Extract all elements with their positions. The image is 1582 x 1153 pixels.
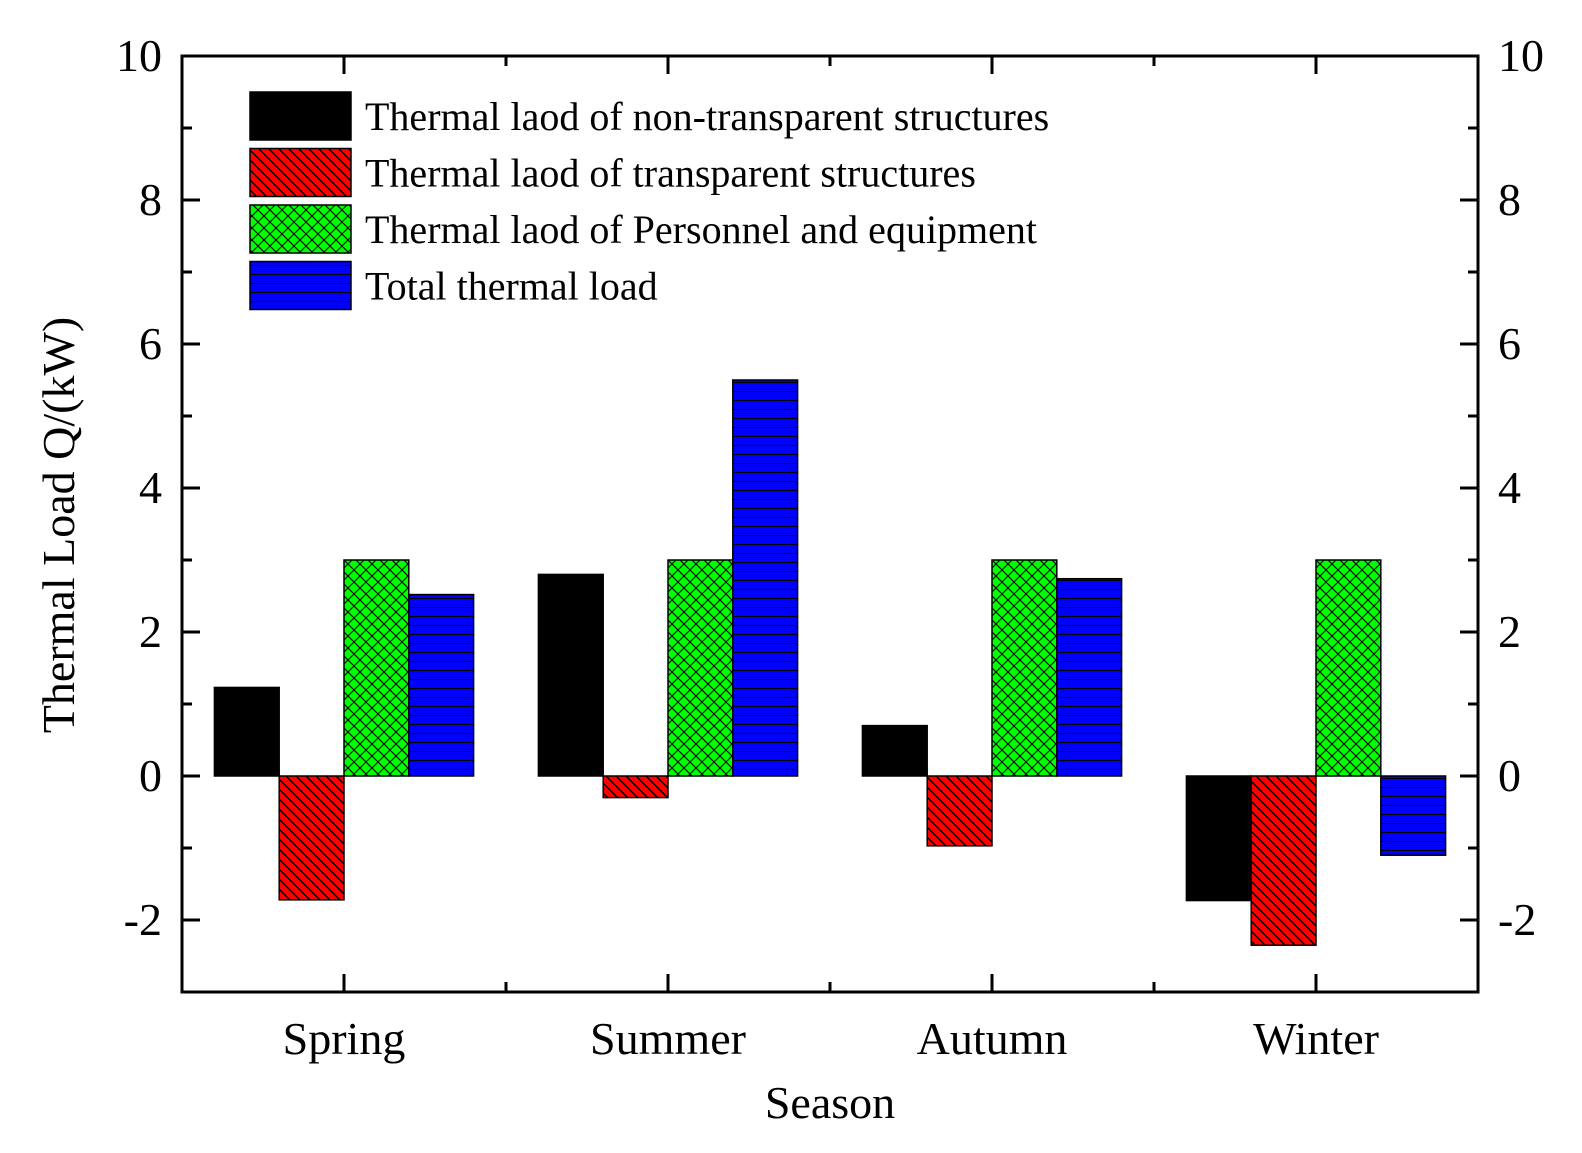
legend-label-series-2: Thermal laod of transparent structures xyxy=(365,151,976,196)
bar-summer-series-3 xyxy=(667,559,734,777)
y-tick-label-right: 2 xyxy=(1498,606,1521,657)
y-tick-label-right: 4 xyxy=(1498,462,1521,513)
legend-label-series-4: Total thermal load xyxy=(365,264,658,309)
bars-layer xyxy=(213,379,1447,946)
bar-summer-series-1 xyxy=(537,573,604,777)
bar-winter-series-2 xyxy=(1250,775,1317,946)
bar-winter-series-1 xyxy=(1185,775,1252,902)
y-tick-label-right: 6 xyxy=(1498,318,1521,369)
y-tick-label-left: 2 xyxy=(139,606,162,657)
y-tick-label-right: 8 xyxy=(1498,174,1521,225)
y-axis-title: Thermal Load Q/(kW) xyxy=(33,317,84,733)
ticks-layer: -2 -2 0 0 2 2 4 4 6 6 8 8 10 10 Spring Summer Autumn Wint… xyxy=(116,30,1544,1064)
y-tick-label-left: 10 xyxy=(116,30,162,81)
y-tick-label-right: 10 xyxy=(1498,30,1544,81)
y-tick-label-left: -2 xyxy=(124,894,162,945)
bar-spring-series-4 xyxy=(408,593,475,777)
legend-label-series-1: Thermal laod of non-transparent structur… xyxy=(365,94,1049,139)
x-tick-label-autumn: Autumn xyxy=(917,1013,1068,1064)
x-tick-label-spring: Spring xyxy=(283,1013,406,1064)
bar-winter-series-4 xyxy=(1380,775,1447,856)
x-tick-label-winter: Winter xyxy=(1253,1013,1379,1064)
legend-swatch-series-1 xyxy=(249,91,352,141)
bar-autumn-series-4 xyxy=(1056,577,1123,777)
y-tick-label-right: 0 xyxy=(1498,750,1521,801)
y-tick-label-left: 6 xyxy=(139,318,162,369)
bar-summer-series-4 xyxy=(732,379,799,777)
y-tick-label-left: 4 xyxy=(139,462,162,513)
bar-spring-series-2 xyxy=(278,775,345,901)
bar-autumn-series-1 xyxy=(861,724,928,777)
x-axis-title: Season xyxy=(765,1077,895,1128)
bar-autumn-series-3 xyxy=(991,559,1058,777)
legend: Thermal laod of non-transparent structur… xyxy=(249,91,1049,311)
legend-swatch-series-4 xyxy=(249,260,352,311)
y-tick-label-left: 8 xyxy=(139,174,162,225)
legend-swatch-series-2 xyxy=(249,147,352,198)
bar-summer-series-2 xyxy=(602,775,669,799)
bar-spring-series-1 xyxy=(213,686,280,777)
bar-autumn-series-2 xyxy=(926,775,993,847)
legend-swatch-series-3 xyxy=(249,204,352,254)
legend-label-series-3: Thermal laod of Personnel and equipment xyxy=(365,207,1037,252)
bar-spring-series-3 xyxy=(343,559,410,777)
bar-winter-series-3 xyxy=(1315,559,1382,777)
x-tick-label-summer: Summer xyxy=(590,1013,746,1064)
y-tick-label-right: -2 xyxy=(1498,894,1536,945)
y-tick-label-left: 0 xyxy=(139,750,162,801)
